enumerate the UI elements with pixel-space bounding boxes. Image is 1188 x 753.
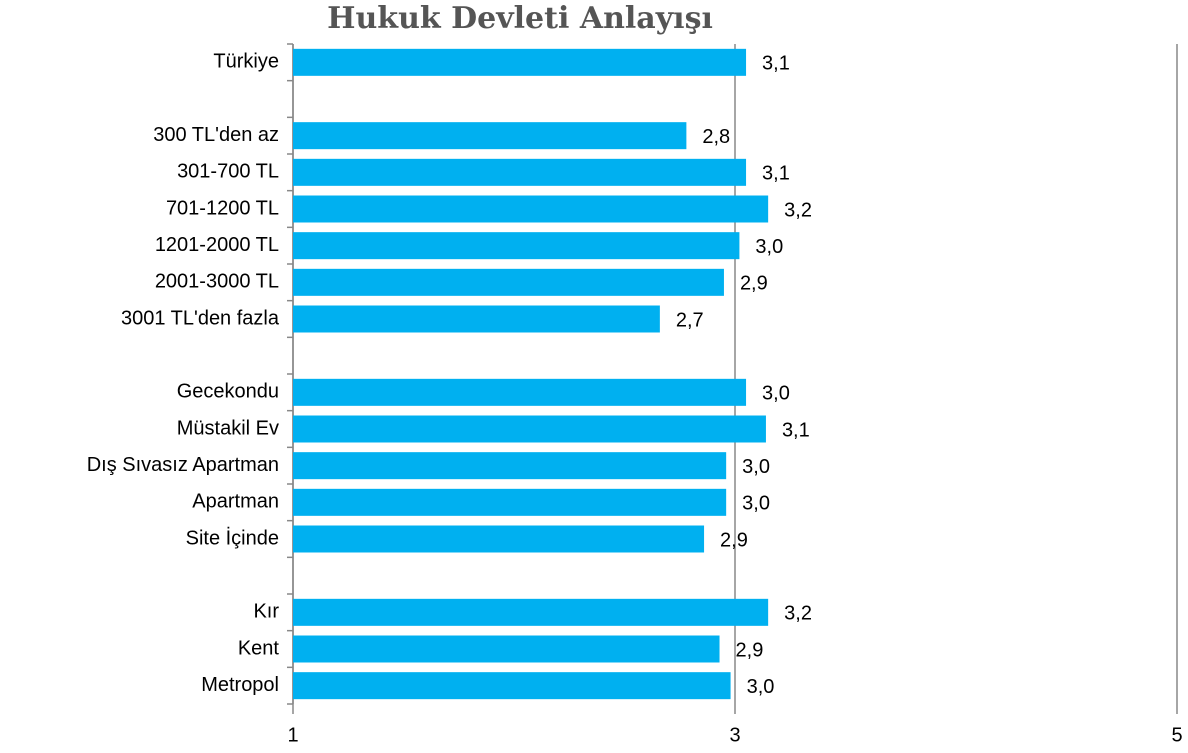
bar <box>293 305 660 333</box>
y-tick-label: 301-700 TL <box>177 161 279 183</box>
data-label: 2,8 <box>702 126 730 148</box>
y-tick-label: 300 TL'den az <box>153 124 279 146</box>
bar <box>293 672 731 700</box>
bar <box>293 232 740 260</box>
data-label: 2,9 <box>736 639 764 661</box>
bar <box>293 635 720 663</box>
data-label: 3,2 <box>784 603 812 625</box>
bar <box>293 452 727 480</box>
data-label: 3,0 <box>755 236 783 258</box>
bar <box>293 48 747 76</box>
y-tick-label: Türkiye <box>213 51 279 73</box>
bar <box>293 195 769 223</box>
data-label: 3,0 <box>742 493 770 515</box>
data-label: 2,9 <box>720 529 748 551</box>
data-label: 2,7 <box>676 309 704 331</box>
y-tick-label: Dış Sıvasız Apartman <box>87 454 279 476</box>
data-label: 3,1 <box>762 53 790 75</box>
y-tick-label: Kent <box>238 637 280 659</box>
data-label: 3,1 <box>762 163 790 185</box>
y-tick-label: Apartman <box>192 491 279 513</box>
bar <box>293 158 747 186</box>
bar <box>293 488 727 516</box>
data-label: 3,2 <box>784 199 812 221</box>
data-label: 3,0 <box>762 383 790 405</box>
y-tick-label: Müstakil Ev <box>177 417 279 439</box>
x-tick-label: 5 <box>1171 724 1182 746</box>
y-tick-label: 1201-2000 TL <box>155 234 279 256</box>
y-tick-label: Gecekondu <box>177 381 279 403</box>
y-tick-label: 701-1200 TL <box>166 197 279 219</box>
y-tick-label: Kır <box>253 601 279 623</box>
x-tick-label: 1 <box>287 724 298 746</box>
bar <box>293 525 705 553</box>
chart-title: Hukuk Devleti Anlayışı <box>327 1 713 36</box>
data-label: 3,0 <box>742 456 770 478</box>
x-tick-label: 3 <box>729 724 740 746</box>
y-tick-label: Metropol <box>201 674 279 696</box>
bar <box>293 598 769 626</box>
y-tick-label: Site İçinde <box>186 526 279 549</box>
bar <box>293 378 747 406</box>
bar <box>293 415 766 443</box>
data-label: 3,0 <box>747 676 775 698</box>
bar <box>293 122 687 150</box>
y-tick-label: 2001-3000 TL <box>155 271 279 293</box>
data-label: 2,9 <box>740 273 768 295</box>
y-tick-label: 3001 TL'den fazla <box>121 307 280 329</box>
data-label: 3,1 <box>782 419 810 441</box>
bar <box>293 268 724 296</box>
